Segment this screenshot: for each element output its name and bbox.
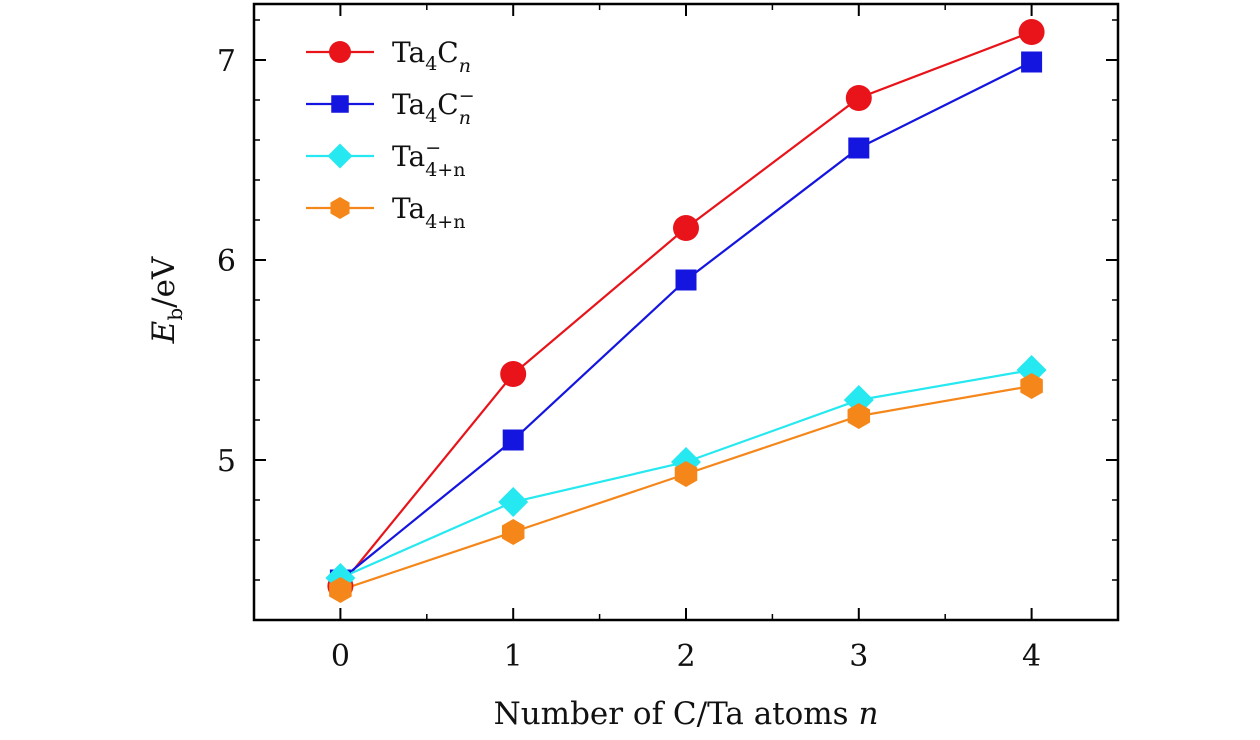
legend-label: Ta− 4+n bbox=[392, 137, 465, 181]
legend-marker bbox=[330, 197, 350, 219]
svg-text:Number of C/Ta atoms n: Number of C/Ta atoms n bbox=[494, 696, 879, 732]
y-axis-title-symbol: E bbox=[146, 320, 182, 344]
y-tick-label: 5 bbox=[217, 444, 236, 479]
data-point-series-3 bbox=[847, 403, 871, 429]
data-point-series-2 bbox=[498, 487, 529, 517]
series-line-1 bbox=[339, 61, 1033, 581]
x-tick-label: 0 bbox=[331, 639, 350, 674]
y-axis-title-sub: b bbox=[163, 308, 187, 321]
x-axis-title-text: Number of C/Ta atoms bbox=[494, 696, 859, 732]
x-axis-title: Number of C/Ta atoms n bbox=[494, 696, 879, 732]
data-point-series-1 bbox=[675, 269, 697, 291]
data-point-series-1 bbox=[1021, 51, 1043, 73]
plot-frame bbox=[252, 2, 1120, 622]
data-point-series-0 bbox=[673, 215, 699, 241]
data-point-series-0 bbox=[500, 361, 527, 387]
data-point-series-3 bbox=[501, 519, 525, 545]
data-point-series-3 bbox=[674, 461, 698, 487]
legend-label: Ta4Cn bbox=[392, 36, 471, 77]
legend-marker bbox=[329, 41, 351, 63]
y-axis-title: Eb/eV bbox=[146, 256, 187, 344]
x-tick-label: 4 bbox=[1022, 639, 1041, 674]
x-tick-label: 2 bbox=[676, 639, 695, 674]
series-markers bbox=[325, 19, 1047, 603]
y-tick-label: 7 bbox=[217, 44, 236, 79]
legend-marker bbox=[331, 95, 349, 113]
axis-ticks: 0 1 2 3 4 5 6 7 bbox=[217, 4, 1118, 674]
series-line-3 bbox=[340, 384, 1032, 592]
legend-marker bbox=[327, 143, 353, 169]
legend-label: Ta4C− n bbox=[392, 85, 475, 129]
data-point-series-3 bbox=[1020, 373, 1043, 399]
legend-label: Ta4+n bbox=[392, 192, 465, 233]
data-point-series-1 bbox=[502, 429, 524, 451]
data-point-series-0 bbox=[845, 85, 872, 111]
y-axis-title-unit: /eV bbox=[146, 256, 182, 308]
x-tick-label: 3 bbox=[849, 639, 868, 674]
x-tick-label: 1 bbox=[504, 639, 523, 674]
y-tick-label: 6 bbox=[217, 244, 236, 279]
legend: Ta4Cn Ta4C− n Ta− 4+n Ta4+n bbox=[306, 36, 475, 233]
data-point-series-3 bbox=[329, 577, 352, 603]
svg-text:Eb/eV: Eb/eV bbox=[146, 256, 187, 344]
data-point-series-0 bbox=[1018, 19, 1045, 45]
x-axis-title-variable: n bbox=[858, 696, 878, 732]
data-point-series-1 bbox=[848, 137, 870, 159]
